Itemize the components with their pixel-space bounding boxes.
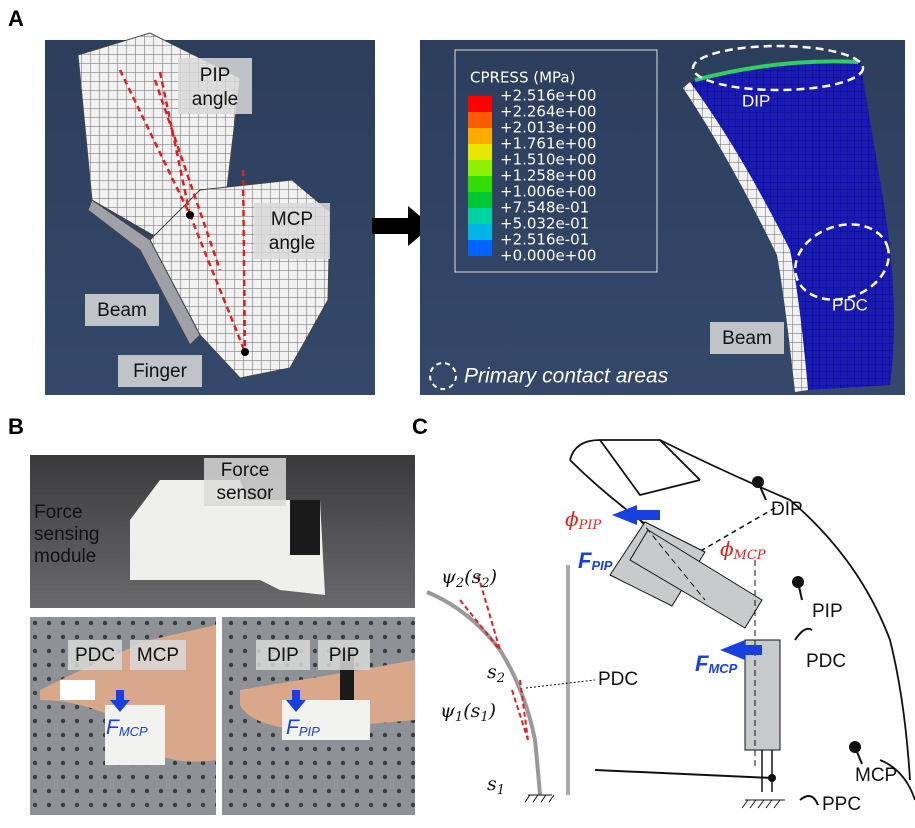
label: module <box>34 546 96 567</box>
label: PIP <box>200 65 231 86</box>
label: PDC <box>832 295 868 314</box>
label-part: (s <box>464 566 481 588</box>
label-part: F <box>578 548 592 573</box>
label: MCP <box>271 209 313 230</box>
color-swatch <box>468 128 492 144</box>
label-part: 1 <box>480 710 488 725</box>
foam <box>290 500 320 555</box>
force-arrow <box>720 640 745 660</box>
label: sensing <box>34 524 100 545</box>
colorbar <box>468 96 492 256</box>
label: FMCP <box>695 651 738 677</box>
ground <box>742 800 785 808</box>
label: PDC <box>598 669 638 690</box>
label-part: 2 <box>480 576 489 591</box>
panel-label: B <box>8 414 24 439</box>
label-part: PIP <box>591 558 612 573</box>
color-swatch <box>468 192 492 208</box>
label-part: 2 <box>455 576 464 591</box>
label: PPC <box>822 794 861 815</box>
label: sensor <box>216 483 274 504</box>
label-part: ψ <box>440 700 456 722</box>
label-part: s <box>487 773 497 795</box>
link <box>595 770 772 778</box>
label: Force <box>34 502 83 523</box>
label: Finger <box>133 361 188 382</box>
segment <box>745 640 780 750</box>
label: ϕPIP <box>565 507 602 533</box>
color-swatch <box>468 240 492 256</box>
label: PDC <box>75 645 115 666</box>
legend-title: CPRESS (MPa) <box>470 69 575 87</box>
force-arrow <box>635 510 660 520</box>
label: DIP <box>267 645 299 666</box>
panel-label: C <box>412 414 428 439</box>
panel-label: A <box>8 6 24 31</box>
label-part: ϕ <box>565 507 579 531</box>
leader <box>526 680 595 688</box>
color-swatch <box>468 176 492 192</box>
label-part: ) <box>489 566 497 588</box>
label-part: MCP <box>119 724 148 739</box>
bent-beam <box>427 592 540 795</box>
label: s1 <box>487 773 505 798</box>
joint <box>768 774 776 782</box>
label-part: F <box>695 651 709 676</box>
label-part: MCP <box>708 661 737 676</box>
label: MCP <box>855 765 897 786</box>
color-swatch <box>468 144 492 160</box>
label: Beam <box>722 328 772 349</box>
note: Primary contact areas <box>464 365 669 388</box>
label-part: 1 <box>455 710 463 725</box>
label-part: PIP <box>299 724 320 739</box>
label-part: ϕ <box>720 537 734 561</box>
label-part: 1 <box>497 783 505 798</box>
color-swatch <box>468 96 492 112</box>
label: PDC <box>806 651 846 672</box>
label-part: 2 <box>496 671 505 686</box>
figure: A B C PIP angle MCP angle Beam Finger CP… <box>0 0 915 823</box>
force-arrow <box>742 645 762 655</box>
label: FPIP <box>578 548 613 574</box>
label: ψ1(s1) <box>440 700 496 725</box>
label: DIP <box>742 91 770 110</box>
label: Beam <box>97 300 147 321</box>
label-part: ψ <box>441 566 457 588</box>
label: ψ2(s2) <box>441 566 497 591</box>
label-part: PIP <box>578 518 602 533</box>
color-swatch <box>468 160 492 176</box>
label: PIP <box>329 645 360 666</box>
color-swatch <box>468 224 492 240</box>
ground <box>525 795 554 802</box>
joint <box>241 348 249 356</box>
label: ϕMCP <box>720 537 766 563</box>
outline <box>600 440 700 495</box>
color-swatch <box>468 112 492 128</box>
label-part: MCP <box>733 548 766 563</box>
color-swatch <box>468 208 492 224</box>
joint <box>186 211 194 219</box>
label-part: s <box>487 661 497 683</box>
label: angle <box>192 89 239 110</box>
label: PIP <box>812 601 843 622</box>
beam <box>762 750 772 792</box>
label: DIP <box>771 499 803 520</box>
label: s2 <box>487 661 505 686</box>
legend-value: +0.000e+00 <box>500 247 596 265</box>
label: Force <box>221 460 270 481</box>
label: MCP <box>137 645 179 666</box>
label: angle <box>269 233 316 254</box>
label-part: ) <box>488 700 496 722</box>
label-part: (s <box>463 700 480 722</box>
tape <box>60 680 95 700</box>
